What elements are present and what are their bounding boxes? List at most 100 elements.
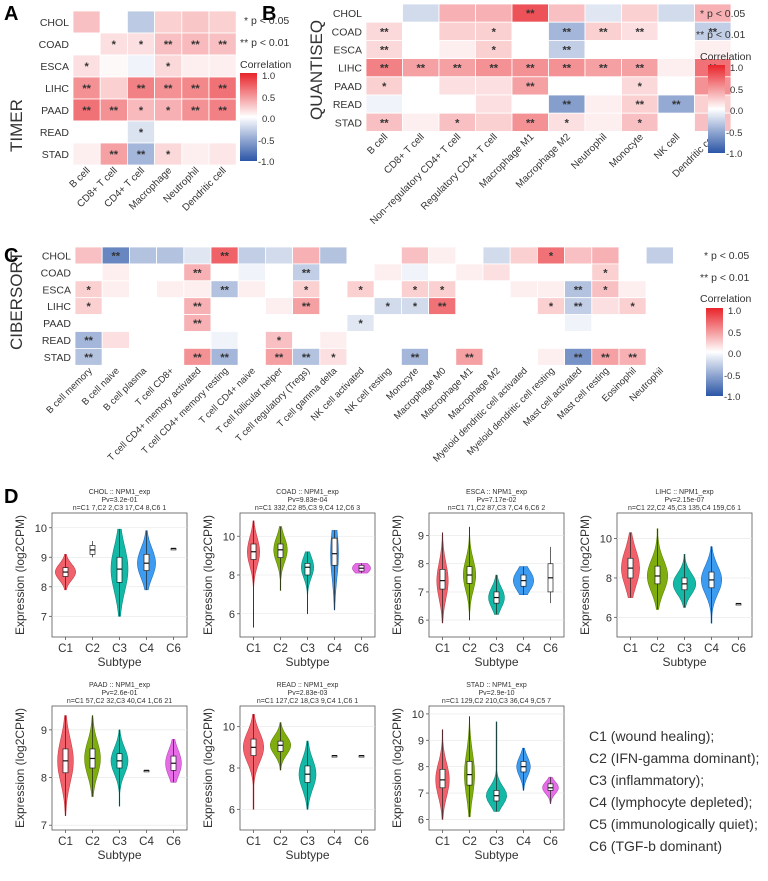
subtype-legend-item: C3 (inflammatory); [589, 772, 704, 788]
row-label: ESCA [42, 284, 71, 296]
heatmap-cell [128, 297, 157, 316]
heatmap-cell [264, 280, 293, 299]
x-tick-label: C6 [354, 836, 369, 848]
y-tick-label: 7 [41, 611, 47, 623]
heatmap-cell [645, 246, 674, 265]
y-tick-label: 9 [418, 735, 424, 747]
significance-star: ** [489, 63, 498, 75]
significance-star: ** [164, 83, 173, 95]
heatmap-cell [428, 246, 457, 265]
heatmap-cell [438, 76, 476, 96]
heatmap-cell [618, 314, 647, 332]
x-tick-label: C1 [246, 836, 261, 848]
heatmap-cell [156, 246, 185, 265]
heatmap-cell [319, 263, 348, 282]
y-axis-label: Expression (log2CPM) [390, 515, 404, 635]
heatmap-cell [210, 331, 239, 349]
heatmap-quantiseq: CHOL **COAD ** * ** ** ** **ESCA ** * **LIHC ** ** **… [332, 3, 732, 227]
heatmap-cell [438, 3, 476, 23]
x-tick-label: C1 [435, 643, 450, 655]
column-label: B cell memory [44, 365, 95, 416]
heatmap-cell [183, 331, 212, 349]
x-tick-label: C4 [327, 643, 342, 655]
y-tick-label: 8 [229, 570, 235, 582]
heatmap-cell [657, 40, 695, 60]
violin-counts: n=C1 332,C2 85,C3 9,C4 12,C6 3 [255, 505, 360, 512]
heatmap-cell [511, 94, 549, 114]
y-axis-label: Expression (log2CPM) [201, 708, 215, 828]
y-tick-label: 8 [229, 763, 235, 775]
significance-star: ** [672, 99, 681, 111]
violin-pvalue: Pv=2.9e-10 [479, 690, 515, 697]
heatmap-cell [346, 297, 375, 316]
y-axis-label: Expression (log2CPM) [201, 515, 215, 635]
subtype-legend-item: C6 (TGF-b dominant) [589, 838, 722, 854]
y-tick-label: 10 [412, 709, 424, 721]
significance-star: ** [635, 26, 644, 38]
y-tick-label: 6 [229, 804, 235, 816]
significance-star: ** [411, 352, 420, 364]
heatmap-cell [237, 280, 266, 299]
heatmap-cell [428, 331, 457, 349]
significance-star: ** [574, 352, 583, 364]
y-axis-label: Expression (log2CPM) [13, 708, 27, 828]
heatmap-cell [509, 331, 538, 349]
heatmap-cell [564, 314, 593, 332]
colorbar-tick: 0.0 [730, 106, 743, 117]
significance-star: * [112, 39, 117, 51]
x-tick-label: C3 [489, 836, 504, 848]
heatmap-cibersort: CHOL ** ** *COAD ** ** *ESCA * ** * * * * ** *LIHC * ** *… [41, 246, 674, 465]
significance-star: ** [453, 63, 462, 75]
x-tick-label: C6 [543, 643, 558, 655]
significance-star: ** [82, 105, 91, 117]
significance-star: * [630, 301, 635, 313]
significance-star: ** [708, 26, 717, 38]
colorbar-tick: -0.5 [726, 128, 742, 139]
row-label: PAAD [334, 81, 362, 93]
heatmap-cell [237, 297, 266, 316]
row-label: STAD [44, 352, 72, 364]
x-axis-label: Subtype [474, 848, 518, 862]
x-axis-label: Subtype [97, 655, 141, 669]
box [547, 783, 554, 791]
significance-star: * [139, 39, 144, 51]
heatmap-cell [127, 10, 156, 34]
colorbar-tick: -1.0 [726, 149, 742, 160]
significance-star: ** [275, 352, 284, 364]
heatmap-cell [346, 347, 375, 366]
significance-star: * [382, 81, 387, 93]
heatmap-cell [455, 263, 484, 282]
x-tick-label: C2 [85, 836, 100, 848]
heatmap-cell [208, 10, 237, 34]
colorbar-ticks: 1.0 0.5 0.0 -0.5 -1.0 [726, 63, 743, 160]
heatmap-cell [101, 331, 130, 349]
significance-star: ** [574, 284, 583, 296]
box [654, 565, 661, 585]
x-tick-label: C1 [58, 836, 73, 848]
heatmap-cell [482, 297, 511, 316]
significance-star: * [413, 284, 418, 296]
significance-star: ** [562, 63, 571, 75]
x-tick-label: C1 [435, 836, 450, 848]
heatmap-cell [584, 40, 622, 60]
x-tick-label: C4 [139, 836, 154, 848]
colorbar-ticks: 1.0 0.5 0.0 -0.5 -1.0 [258, 71, 275, 168]
heatmap-cell [402, 3, 440, 23]
heatmap-cell [74, 314, 103, 332]
significance-star: * [413, 301, 418, 313]
heatmap-cell [591, 314, 620, 332]
significance-star: ** [220, 284, 229, 296]
y-tick-label: 8 [606, 573, 612, 585]
legend-timer: * p < 0.05 ** p < 0.01 Correlation 1.0 0… [240, 15, 292, 168]
x-tick-label: C6 [166, 643, 181, 655]
heatmap-cell [373, 246, 402, 265]
x-tick-label: C4 [516, 836, 531, 848]
heatmap-cell [72, 142, 101, 166]
violin-pvalue: Pv=9.83e-04 [288, 497, 328, 504]
sig-p01-label: ** p < 0.01 [700, 272, 749, 284]
y-tick-label: 9 [41, 552, 47, 564]
